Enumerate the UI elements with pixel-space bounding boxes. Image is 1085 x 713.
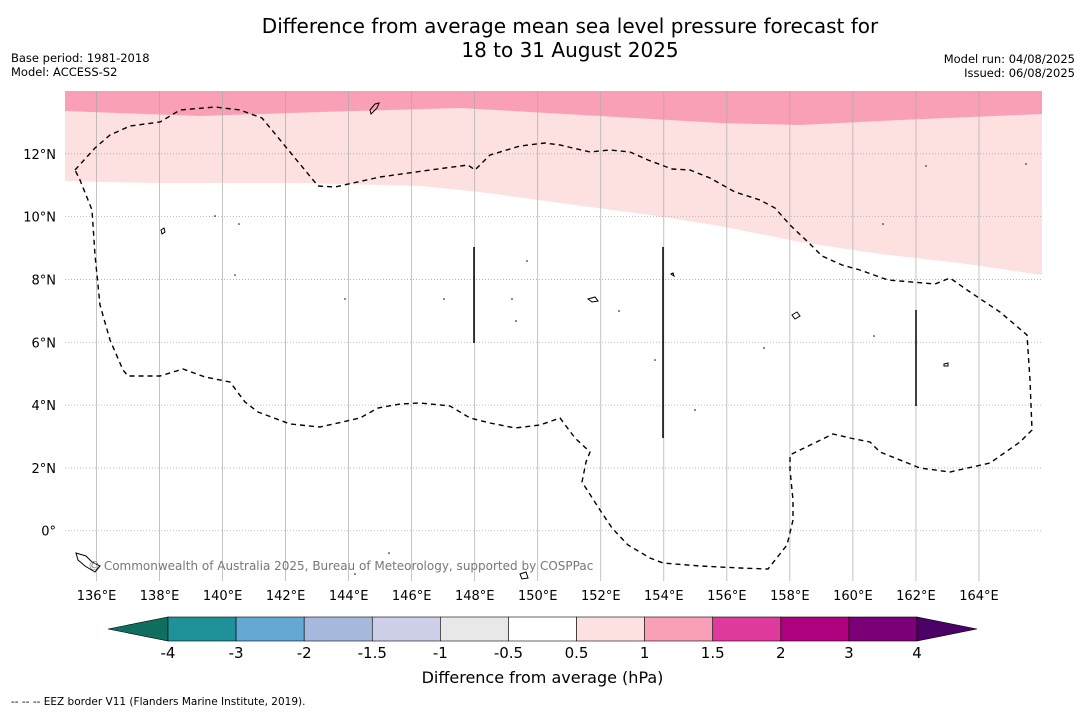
- map-grid: [65, 91, 1042, 581]
- atoll: [882, 223, 884, 225]
- atoll: [354, 573, 356, 575]
- colorbar-tick: -2: [297, 644, 312, 662]
- colorbar-label: Difference from average (hPa): [421, 668, 664, 687]
- lon-tick-label: 152°E: [581, 589, 621, 604]
- colorbar-bin: [576, 616, 645, 642]
- lat-tick-label: 6°N: [32, 336, 57, 351]
- atoll: [515, 320, 517, 322]
- lat-tick-label: 8°N: [32, 273, 57, 288]
- atoll: [443, 298, 445, 300]
- island: [519, 571, 529, 580]
- island: [586, 296, 599, 303]
- lon-tick-label: 146°E: [392, 589, 432, 604]
- lon-tick-label: 164°E: [959, 589, 999, 604]
- copyright-text: © Commonwealth of Australia 2025, Bureau…: [88, 559, 593, 573]
- lon-tick-label: 154°E: [644, 589, 684, 604]
- colorbar-max-extend: [916, 616, 978, 642]
- lat-tick-label: 2°N: [32, 462, 57, 477]
- colorbar-min-extend: [107, 616, 169, 642]
- lat-tick-label: 12°N: [23, 148, 56, 163]
- chart-title: Difference from average mean sea level p…: [0, 14, 1085, 62]
- colorbar-tick: 0.5: [565, 644, 589, 662]
- colorbar-tick: 4: [912, 644, 922, 662]
- base-period: Base period: 1981-2018: [11, 51, 150, 65]
- colorbar-bin: [440, 616, 509, 642]
- lat-tick-label: 10°N: [23, 211, 56, 226]
- atoll: [694, 409, 696, 411]
- atoll: [238, 223, 240, 225]
- atolls: [214, 163, 1027, 575]
- colorbar-tick: 1: [640, 644, 650, 662]
- colorbar-tick: -0.5: [494, 644, 523, 662]
- lon-tick-label: 148°E: [455, 589, 495, 604]
- colorbar-bin: [780, 616, 850, 642]
- colorbar-tick: -3: [229, 644, 244, 662]
- island: [791, 311, 801, 320]
- run-info: Model run: 04/08/2025 Issued: 06/08/2025: [944, 52, 1075, 80]
- colorbar-tick: 1.5: [701, 644, 725, 662]
- atoll: [873, 335, 875, 337]
- anomaly-region-1-to-1.5: [65, 91, 1042, 125]
- colorbar-bin: [371, 616, 441, 642]
- lon-tick-label: 158°E: [770, 589, 810, 604]
- lat-tick-label: 4°N: [32, 399, 57, 414]
- title-line-1: Difference from average mean sea level p…: [261, 14, 879, 38]
- lon-tick-label: 140°E: [203, 589, 243, 604]
- atoll: [214, 215, 216, 217]
- colorbar-bin: [848, 616, 918, 642]
- atoll: [344, 298, 346, 300]
- atoll: [763, 347, 765, 349]
- map-panel: © Commonwealth of Australia 2025, Bureau…: [65, 91, 1042, 581]
- islands: [75, 102, 949, 580]
- colorbar-bin: [235, 616, 305, 642]
- island: [160, 227, 166, 235]
- lon-tick-label: 160°E: [833, 589, 873, 604]
- atoll: [654, 359, 656, 361]
- issued-date: Issued: 06/08/2025: [964, 66, 1075, 80]
- island: [75, 552, 101, 573]
- lon-tick-label: 136°E: [77, 589, 117, 604]
- colorbar-bin: [508, 616, 577, 642]
- model-name: Model: ACCESS-S2: [11, 65, 118, 79]
- lon-tick-label: 150°E: [518, 589, 558, 604]
- colorbar-tick: -1.5: [358, 644, 387, 662]
- eez-border: [74, 106, 1033, 570]
- lon-tick-label: 138°E: [140, 589, 180, 604]
- colorbar-bin: [644, 616, 714, 642]
- island: [369, 102, 380, 115]
- lon-tick-label: 162°E: [896, 589, 936, 604]
- island: [943, 362, 949, 367]
- colorbar-tick: 3: [844, 644, 854, 662]
- lat-tick-label: 0°: [41, 525, 56, 540]
- lon-tick-label: 156°E: [707, 589, 747, 604]
- eez-footnote: -- -- -- EEZ border V11 (Flanders Marine…: [11, 696, 306, 708]
- island: [670, 272, 675, 278]
- atoll: [925, 165, 927, 167]
- title-line-2: 18 to 31 August 2025: [461, 38, 679, 62]
- colorbar-tick-labels: -4 -3 -2 -1.5 -1 -0.5 0.5 1 1.5 2 3 4: [161, 644, 922, 662]
- model-run-date: Model run: 04/08/2025: [943, 52, 1075, 66]
- atoll: [234, 274, 236, 276]
- atoll: [618, 310, 620, 312]
- lon-tick-label: 144°E: [329, 589, 369, 604]
- colorbar-bin: [712, 616, 782, 642]
- atoll: [511, 298, 513, 300]
- atoll: [1025, 163, 1027, 165]
- colorbar-bin: [303, 616, 373, 642]
- colorbar-tick: 2: [776, 644, 786, 662]
- longitude-labels: 136°E 138°E 140°E 142°E 144°E 146°E 148°E 150°E…: [77, 589, 999, 604]
- colorbar-tick: -4: [161, 644, 176, 662]
- colorbar: [107, 616, 978, 642]
- colorbar-tick: -1: [433, 644, 448, 662]
- atoll: [388, 552, 390, 554]
- colorbar-bin: [167, 616, 237, 642]
- anomaly-region-0.5-to-1: [65, 91, 1042, 275]
- model-info: Base period: 1981-2018 Model: ACCESS-S2: [11, 51, 150, 79]
- latitude-labels: 12°N 10°N 8°N 6°N 4°N 2°N 0°: [23, 148, 56, 540]
- lon-tick-label: 142°E: [266, 589, 306, 604]
- atoll: [526, 260, 528, 262]
